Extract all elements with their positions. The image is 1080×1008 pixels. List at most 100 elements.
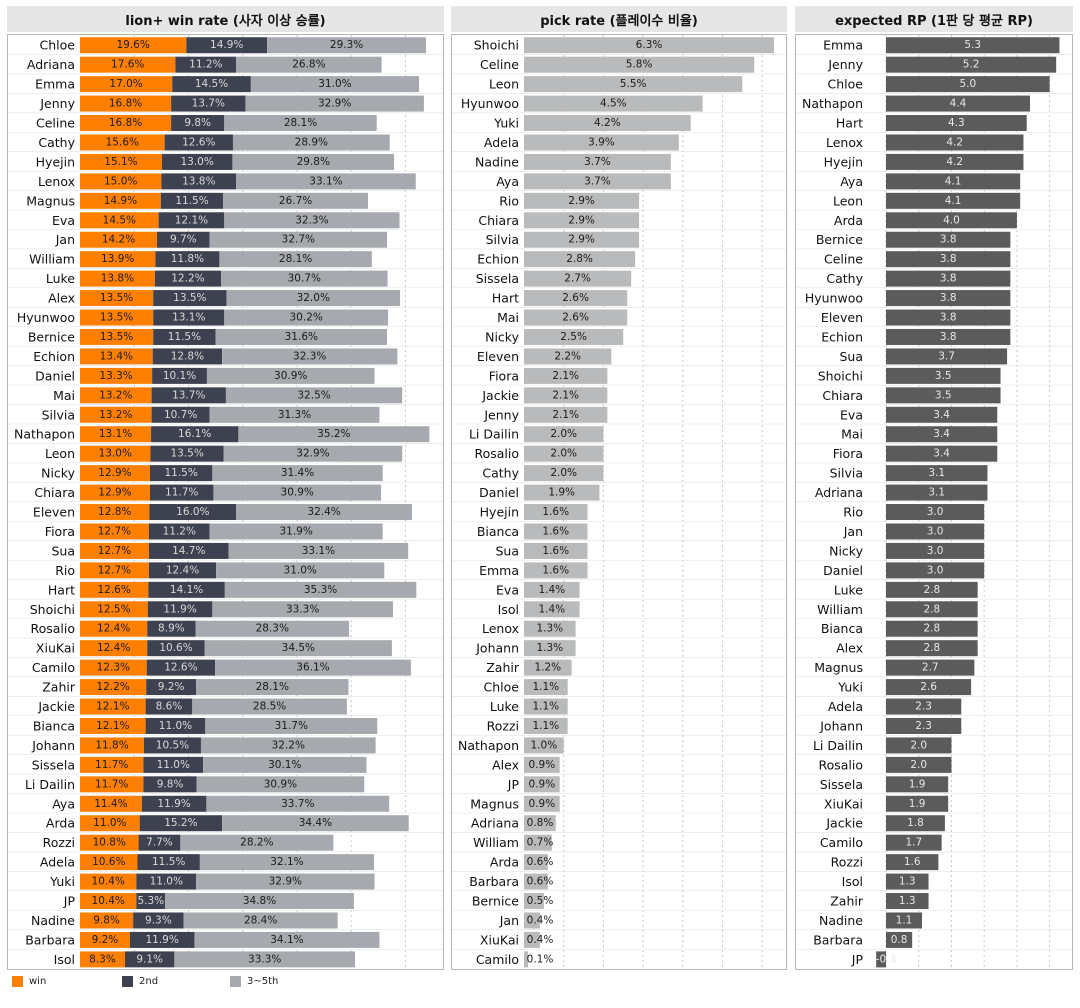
data-label-2nd: 11.0%	[157, 759, 190, 771]
category-label: Aya	[52, 796, 75, 811]
data-label-pick-rate: 0.8%	[527, 817, 554, 829]
bar-expected-rp	[886, 698, 962, 715]
bar-win	[80, 873, 137, 890]
category-label: Adela	[40, 855, 75, 870]
data-label-expected-rp: 3.1	[928, 487, 945, 499]
category-label: Rio	[843, 505, 863, 520]
data-label-2nd: 5.3%	[137, 895, 164, 907]
legend-label-2nd: 2nd	[139, 976, 159, 987]
data-label-expected-rp: 1.9	[909, 798, 926, 810]
data-label-2nd: 9.8%	[184, 117, 211, 129]
category-label: Sissela	[32, 757, 75, 772]
data-label-2nd: 12.2%	[171, 273, 204, 285]
category-label: JP	[851, 952, 864, 967]
category-label: Bianca	[477, 524, 519, 539]
category-label: Bianca	[33, 718, 75, 733]
category-label: Hyejin	[824, 154, 863, 169]
bar-win	[80, 173, 162, 190]
bar-win	[80, 776, 144, 793]
bar-expected-rp	[886, 912, 922, 929]
bar-2nd	[129, 931, 195, 948]
data-label-win: 12.6%	[97, 584, 130, 596]
bar-win	[80, 212, 159, 229]
bar-pick-rate	[524, 251, 636, 268]
category-label: Fiora	[833, 446, 863, 461]
bar-expected-rp	[886, 37, 1060, 54]
bar-2nd	[153, 290, 227, 307]
category-label: Li Dailin	[25, 777, 75, 792]
category-label: Alex	[48, 291, 75, 306]
data-label-expected-rp: 3.0	[927, 506, 944, 518]
bar-3-5th	[204, 640, 392, 657]
data-label-pick-rate: 2.0%	[550, 428, 577, 440]
bar-pick-rate	[524, 134, 679, 151]
data-label-3-5th: 32.9%	[318, 98, 351, 110]
bar-expected-rp	[886, 192, 1021, 209]
category-label: Emma	[35, 77, 75, 92]
bar-3-5th	[165, 893, 354, 910]
data-label-pick-rate: 2.9%	[568, 214, 595, 226]
bar-win	[80, 37, 187, 54]
data-label-pick-rate: 5.5%	[620, 78, 647, 90]
data-label-pick-rate: 1.1%	[532, 701, 559, 713]
category-label: Rozzi	[831, 855, 863, 870]
bar-win	[80, 328, 154, 345]
data-label-3-5th: 33.1%	[302, 545, 335, 557]
bar-3-5th	[209, 406, 380, 423]
data-label-3-5th: 31.6%	[285, 331, 318, 343]
data-label-expected-rp: 3.1	[928, 467, 945, 479]
category-label: Luke	[46, 271, 75, 286]
data-label-2nd: 13.7%	[192, 98, 225, 110]
expected-rp-chart: Emma 5.3 Jenny 5.2 Chloe 5.0 Nathapon 4.4 Hart 4.…	[796, 35, 1072, 969]
bar-pick-rate	[524, 640, 576, 657]
bar-3-5th	[236, 56, 382, 73]
bar-pick-rate	[524, 367, 608, 384]
category-label: XiuKai	[480, 932, 519, 947]
data-label-win: 9.2%	[92, 934, 119, 946]
bar-pick-rate	[524, 76, 743, 93]
category-label: Hyunwoo	[461, 96, 519, 111]
data-label-expected-rp: 2.6	[920, 681, 937, 693]
bar-win	[80, 601, 148, 618]
category-label: Johann	[819, 718, 863, 733]
bar-pick-rate	[524, 173, 671, 190]
category-label: Hart	[492, 291, 519, 306]
data-label-win: 13.0%	[99, 448, 132, 460]
category-label: JP	[507, 777, 520, 792]
bar-win	[80, 406, 152, 423]
data-label-pick-rate: 0.9%	[529, 759, 556, 771]
bar-expected-rp	[886, 756, 952, 773]
data-label-2nd: 9.1%	[136, 953, 163, 965]
category-label: Zahir	[486, 660, 520, 675]
bar-3-5th	[196, 776, 365, 793]
bar-expected-rp	[886, 737, 952, 754]
bar-2nd	[153, 328, 216, 345]
category-label: Eleven	[33, 505, 75, 520]
data-label-2nd: 14.1%	[170, 584, 203, 596]
legend-item-2nd: 2nd	[122, 976, 158, 987]
bar-3-5th	[213, 484, 382, 501]
bar-expected-rp	[886, 231, 1011, 248]
category-label: JP	[63, 894, 76, 909]
data-label-expected-rp: 3.0	[927, 545, 944, 557]
bar-3-5th	[194, 931, 380, 948]
data-label-3-5th: 29.3%	[330, 39, 363, 51]
data-label-2nd: 13.5%	[170, 448, 203, 460]
bar-win	[80, 309, 154, 326]
category-label: Yuki	[49, 874, 75, 889]
data-label-pick-rate: 2.8%	[566, 253, 593, 265]
win-rate-title: lion+ win rate (사자 이상 승률)	[7, 6, 444, 32]
category-label: Rozzi	[43, 835, 75, 850]
category-label: Yuki	[837, 680, 863, 695]
bar-pick-rate	[524, 620, 576, 637]
data-label-win: 9.8%	[93, 914, 120, 926]
category-label: Sua	[495, 543, 519, 558]
category-label: Chiara	[34, 485, 75, 500]
bar-2nd	[157, 231, 210, 248]
category-label: Adriana	[815, 485, 863, 500]
bar-2nd	[144, 737, 201, 754]
data-label-2nd: 13.0%	[180, 156, 213, 168]
bar-pick-rate	[524, 542, 588, 559]
bar-expected-rp	[876, 951, 886, 968]
data-label-2nd: 15.2%	[164, 817, 197, 829]
